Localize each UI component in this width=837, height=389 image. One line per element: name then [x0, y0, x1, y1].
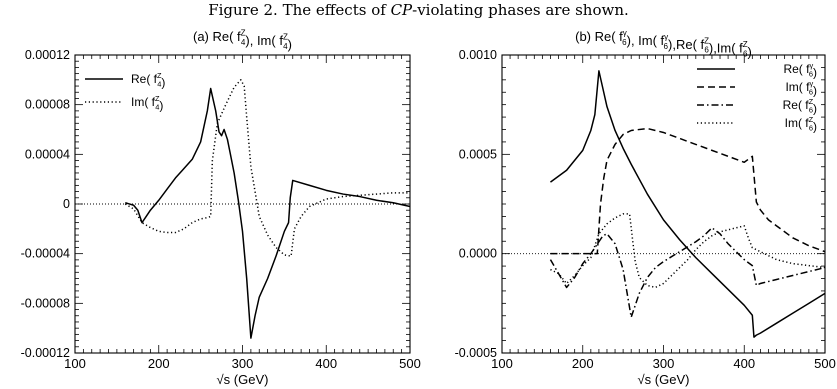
- series-line-1: [550, 70, 826, 338]
- y-tick-label: 0: [63, 197, 70, 211]
- x-tick-label: 100: [491, 356, 513, 371]
- x-tick-label: 400: [733, 356, 755, 371]
- x-tick-label: 100: [64, 356, 86, 371]
- chart-panel-1: (a) Re( fZ 4), Im( fZ 4) 100 200 300 400 500 -0.…: [21, 29, 421, 387]
- legend-label: Re( fZ 4): [131, 71, 165, 90]
- figure-caption: Figure 2. The effects of CP-violating ph…: [0, 0, 837, 20]
- y-tick-label: 0.0005: [459, 147, 497, 161]
- y-tick-label: 0.00008: [25, 98, 70, 112]
- x-tick-label: 300: [653, 356, 675, 371]
- plot-frame: [501, 54, 826, 354]
- y-tick-label: -0.00012: [21, 346, 70, 360]
- y-tick-label: 0.0000: [459, 247, 497, 261]
- y-tick-label: 0.0010: [459, 48, 497, 62]
- legend-label: Im( fZ 4): [131, 94, 163, 113]
- legend-label: Im( fZ 6): [785, 115, 817, 134]
- series-line-3: [549, 227, 826, 318]
- legend-label: Im( fγ 6): [785, 79, 817, 98]
- y-tick-label: -0.00008: [21, 296, 70, 310]
- x-tick-label: 400: [315, 356, 337, 371]
- caption-suffix: -violating phases are shown.: [412, 1, 629, 19]
- x-tick-label: 500: [399, 356, 421, 371]
- chart-title: (a) Re( fZ 4), Im( fZ 4): [193, 29, 292, 52]
- y-tick-label: 0.00004: [25, 147, 70, 161]
- chart-panel-2: (b) Re( fγ 6), Im( fγ 6),Re( fZ 6),Im( fZ 6)…: [455, 29, 836, 387]
- x-tick-label: 500: [814, 356, 836, 371]
- y-tick-label: -0.00004: [21, 247, 70, 261]
- series-line-2: [550, 127, 826, 255]
- x-axis-label: √s (GeV): [217, 372, 269, 387]
- series-line-1: [125, 87, 411, 339]
- legend: Re( fZ 4) Im( fZ 4): [85, 71, 165, 113]
- series-line-2: [124, 79, 410, 257]
- y-tick-label: -0.0005: [455, 346, 497, 360]
- x-tick-label: 300: [232, 356, 254, 371]
- x-tick-label: 200: [572, 356, 594, 371]
- caption-prefix: Figure 2. The effects of: [208, 1, 391, 19]
- series-line-4: [550, 213, 826, 289]
- y-tick-label: 0.00012: [25, 48, 70, 62]
- chart-title: (b) Re( fγ 6), Im( fγ 6),Re( fZ 6),Im( fZ 6): [575, 29, 752, 60]
- caption-emphasis: CP: [390, 1, 413, 19]
- x-axis-label: √s (GeV): [638, 372, 690, 387]
- legend: Re( fγ 6)Im( fγ 6)Re( fZ 6)Im( fZ 6): [697, 61, 817, 134]
- x-tick-label: 200: [148, 356, 170, 371]
- legend-label: Re( fZ 6): [783, 97, 817, 116]
- legend-label: Re( fγ 6): [783, 61, 817, 80]
